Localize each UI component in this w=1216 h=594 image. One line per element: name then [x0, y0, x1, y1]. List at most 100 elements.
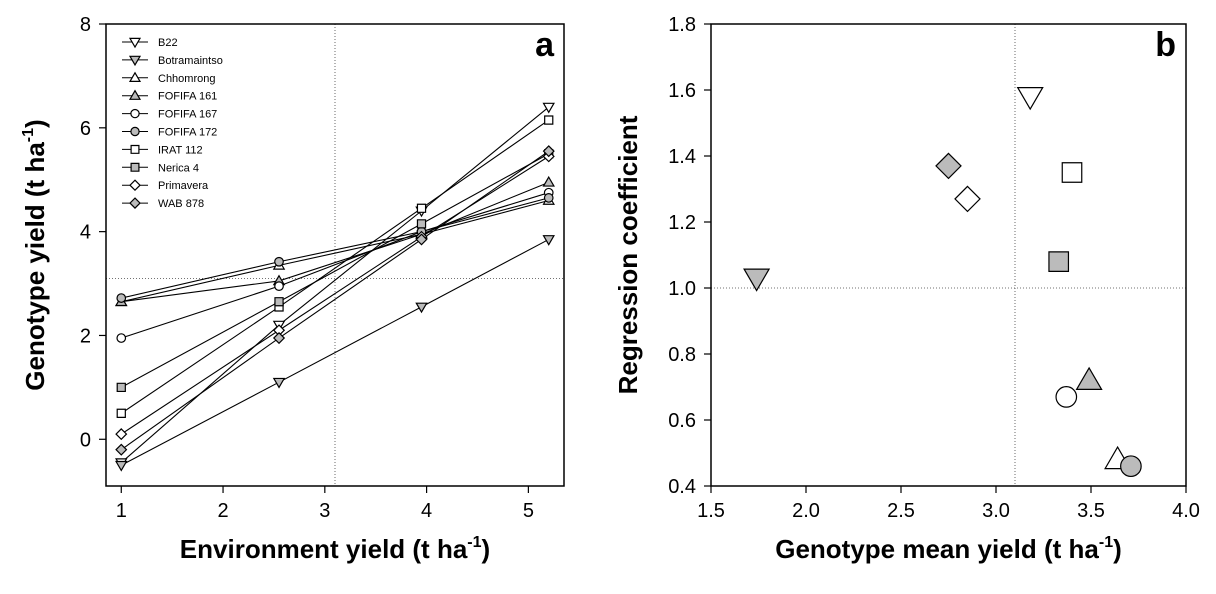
y-axis-title: Genotype yield (t ha-1) [20, 119, 50, 390]
x-axis-title-main: Environment yield (t ha [180, 534, 468, 564]
data-point-s5-1 [274, 256, 284, 267]
data-point-s6-2 [416, 203, 427, 213]
data-point-s9-0 [115, 443, 128, 456]
x-tick-label-1: 2.0 [792, 500, 820, 522]
data-point-s9-2 [415, 233, 428, 246]
data-point-s0-3 [542, 102, 555, 114]
data-point-s8-0 [115, 428, 128, 441]
legend-marker-7 [130, 162, 140, 172]
legend-label-6: IRAT 112 [158, 144, 203, 156]
x-tick-label-3: 3.0 [982, 500, 1010, 522]
x-axis-title-sup: -1 [1099, 534, 1113, 551]
legend-marker-1 [128, 55, 142, 67]
y-tick-label-1: 2 [80, 325, 91, 347]
data-point-s9-3 [542, 145, 555, 158]
legend-label-4: FOFIFA 167 [158, 109, 217, 121]
series-line-5 [121, 197, 549, 299]
series-line-7 [121, 153, 549, 388]
data-point-s4-0 [116, 333, 127, 343]
y-tick-label-0: 0.4 [668, 476, 696, 498]
x-tick-label-3: 4 [421, 500, 432, 522]
y-tick-label-4: 8 [80, 14, 91, 36]
legend-marker-6 [130, 144, 140, 154]
y-tick-label-1: 0.6 [668, 410, 696, 432]
scatter-point-4 [1055, 386, 1078, 408]
x-tick-label-5: 4.0 [1172, 500, 1200, 522]
panel-label-b: b [1155, 26, 1176, 64]
series-line-4 [121, 192, 549, 339]
x-tick-label-4: 5 [523, 500, 534, 522]
data-point-s4-1 [274, 281, 284, 292]
panel-b: 1.5 2.0 2.5 3.0 3.5 4.0 0.4 0.6 0.8 1.0 1.2 1.4 1.6 1… [613, 14, 1200, 564]
y-tick-label-3: 1.0 [668, 278, 696, 300]
legend-marker-0 [128, 37, 142, 49]
plot-frame [710, 23, 1187, 487]
data-point-s5-3 [543, 193, 554, 203]
y-tick-label-0: 0 [80, 429, 91, 451]
x-axis-title-main: Genotype mean yield (t ha [775, 534, 1099, 564]
legend: B22 Botramaintso Chhomrong FOFIFA 161 FOFIFA… [122, 37, 223, 210]
series-line-6 [120, 119, 550, 414]
scatter-point-8 [954, 185, 981, 213]
y-axis-title-end: ) [20, 119, 50, 128]
scatter-point-0 [1016, 86, 1044, 111]
x-tick-label-2: 2.5 [887, 500, 915, 522]
data-point-s9-1 [272, 332, 286, 345]
legend-label-3: FOFIFA 161 [158, 91, 217, 103]
legend-marker-8 [129, 179, 141, 192]
x-tick-label-2: 3 [319, 500, 330, 522]
data-point-s7-2 [416, 219, 427, 229]
legend-label-9: WAB 878 [158, 198, 204, 210]
scatter-point-6 [1061, 162, 1083, 183]
data-point-s5-0 [116, 293, 127, 303]
x-axis-title-end: ) [482, 534, 491, 564]
plot-frame [105, 23, 565, 487]
legend-label-5: FOFIFA 172 [158, 127, 217, 139]
x-axis-title: Genotype mean yield (t ha-1) [775, 534, 1122, 564]
x-tick-label-4: 3.5 [1077, 500, 1105, 522]
panel-label-a: a [535, 26, 555, 64]
scatter-point-3 [1075, 366, 1103, 390]
series-line-8 [120, 155, 550, 435]
y-tick-label-4: 1.2 [668, 212, 696, 234]
x-tick-label-0: 1.5 [697, 500, 725, 522]
x-axis-title-end: ) [1113, 534, 1122, 564]
series-line-1 [121, 238, 549, 466]
y-tick-label-7: 1.8 [668, 14, 696, 36]
data-point-s6-3 [544, 115, 554, 125]
data-point-s3-3 [542, 175, 555, 187]
scatter-point-7 [1048, 251, 1070, 272]
legend-label-1: Botramaintso [158, 55, 223, 67]
series-line-9 [120, 150, 550, 451]
series-line-2 [121, 199, 549, 303]
scatter-point-5 [1120, 455, 1142, 478]
y-tick-label-2: 4 [80, 222, 91, 244]
data-point-s1-2 [415, 302, 428, 314]
legend-label-2: Chhomrong [158, 73, 215, 85]
data-point-s6-0 [116, 408, 126, 418]
data-point-s7-1 [274, 297, 284, 307]
data-point-s1-0 [115, 460, 128, 472]
x-tick-label-1: 2 [217, 500, 228, 522]
y-axis-title-main: Genotype yield (t ha [20, 142, 50, 391]
y-tick-label-6: 1.6 [668, 80, 696, 102]
scatter-point-9 [935, 152, 962, 180]
x-tick-label-0: 1 [116, 500, 127, 522]
data-point-s7-0 [116, 382, 126, 393]
y-axis-title-sup: -1 [20, 128, 37, 142]
scatter-point-1 [743, 268, 771, 292]
legend-label-8: Primavera [158, 180, 209, 192]
data-point-s1-1 [272, 377, 286, 389]
y-tick-label-3: 6 [80, 118, 91, 140]
y-axis-title: Regression coefficient [613, 115, 643, 394]
y-tick-label-5: 1.4 [668, 146, 696, 168]
legend-marker-5 [130, 126, 140, 137]
x-axis-title-sup: -1 [467, 534, 481, 551]
legend-marker-4 [130, 108, 140, 119]
legend-label-0: B22 [158, 37, 178, 49]
legend-marker-3 [128, 89, 142, 100]
legend-marker-2 [128, 71, 142, 83]
legend-label-7: Nerica 4 [158, 162, 199, 174]
panel-a: 1 2 3 4 5 0 2 4 6 8 a B22 Botramaintso Chhomrong FOFIF… [20, 14, 565, 564]
